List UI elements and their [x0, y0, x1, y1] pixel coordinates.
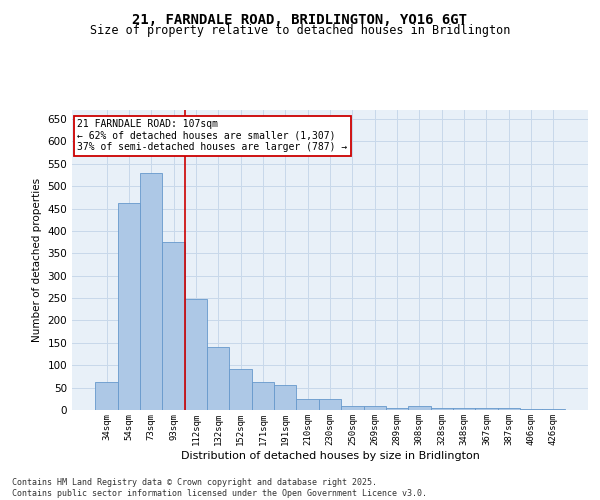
- Bar: [296, 399, 319, 410]
- Y-axis label: Number of detached properties: Number of detached properties: [32, 178, 42, 342]
- Bar: [140, 172, 163, 410]
- Bar: [542, 408, 565, 410]
- Text: Size of property relative to detached houses in Bridlington: Size of property relative to detached ho…: [90, 24, 510, 37]
- X-axis label: Distribution of detached houses by size in Bridlington: Distribution of detached houses by size …: [181, 450, 479, 460]
- Bar: [364, 406, 386, 410]
- Bar: [118, 203, 140, 410]
- Bar: [386, 408, 408, 410]
- Bar: [163, 242, 185, 410]
- Bar: [207, 348, 229, 410]
- Bar: [319, 399, 341, 410]
- Bar: [185, 299, 207, 410]
- Bar: [475, 408, 497, 410]
- Bar: [497, 408, 520, 410]
- Bar: [274, 386, 296, 410]
- Text: 21 FARNDALE ROAD: 107sqm
← 62% of detached houses are smaller (1,307)
37% of sem: 21 FARNDALE ROAD: 107sqm ← 62% of detach…: [77, 119, 347, 152]
- Text: Contains HM Land Registry data © Crown copyright and database right 2025.
Contai: Contains HM Land Registry data © Crown c…: [12, 478, 427, 498]
- Bar: [229, 369, 252, 410]
- Bar: [341, 406, 364, 410]
- Text: 21, FARNDALE ROAD, BRIDLINGTON, YO16 6GT: 21, FARNDALE ROAD, BRIDLINGTON, YO16 6GT: [133, 12, 467, 26]
- Bar: [520, 408, 542, 410]
- Bar: [252, 382, 274, 410]
- Bar: [408, 406, 431, 410]
- Bar: [431, 408, 453, 410]
- Bar: [95, 382, 118, 410]
- Bar: [453, 408, 475, 410]
